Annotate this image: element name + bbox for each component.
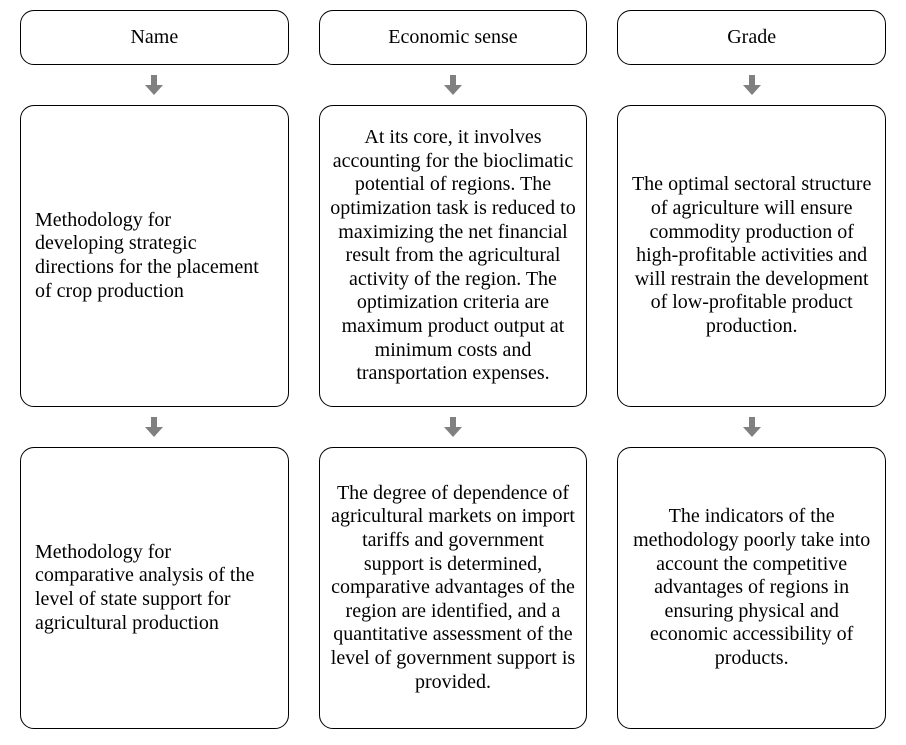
cell-name-row2: Methodology for comparative analysis of … [20, 447, 289, 729]
arrow-down-icon [743, 417, 761, 437]
diagram-grid: Name Methodology for developing strategi… [20, 10, 886, 729]
cell-economic-row1-text: At its core, it involves accounting for … [330, 126, 577, 386]
arrow-gap [617, 65, 886, 105]
column-name: Name Methodology for developing strategi… [20, 10, 289, 729]
arrow-down-icon [743, 75, 761, 95]
cell-name-row1-text: Methodology for developing strategic dir… [35, 209, 262, 303]
arrow-gap [319, 407, 588, 447]
arrow-down-icon [145, 75, 163, 95]
header-economic: Economic sense [319, 10, 588, 65]
header-grade-text: Grade [727, 26, 776, 50]
cell-grade-row1: The optimal sectoral structure of agricu… [617, 105, 886, 407]
column-grade: Grade The optimal sectoral structure of … [617, 10, 886, 729]
arrow-down-icon [444, 417, 462, 437]
cell-grade-row2: The indicators of the methodology poorly… [617, 447, 886, 729]
cell-name-row1: Methodology for developing strategic dir… [20, 105, 289, 407]
cell-economic-row2-text: The degree of dependence of agricultural… [330, 482, 577, 694]
header-name: Name [20, 10, 289, 65]
header-grade: Grade [617, 10, 886, 65]
cell-economic-row1: At its core, it involves accounting for … [319, 105, 588, 407]
arrow-down-icon [444, 75, 462, 95]
header-name-text: Name [130, 26, 178, 50]
cell-grade-row2-text: The indicators of the methodology poorly… [628, 505, 875, 670]
cell-economic-row2: The degree of dependence of agricultural… [319, 447, 588, 729]
column-economic: Economic sense At its core, it involves … [319, 10, 588, 729]
arrow-gap [20, 407, 289, 447]
cell-grade-row1-text: The optimal sectoral structure of agricu… [628, 173, 875, 338]
arrow-down-icon [145, 417, 163, 437]
cell-name-row2-text: Methodology for comparative analysis of … [35, 541, 262, 635]
arrow-gap [20, 65, 289, 105]
arrow-gap [319, 65, 588, 105]
header-economic-text: Economic sense [388, 26, 517, 50]
arrow-gap [617, 407, 886, 447]
